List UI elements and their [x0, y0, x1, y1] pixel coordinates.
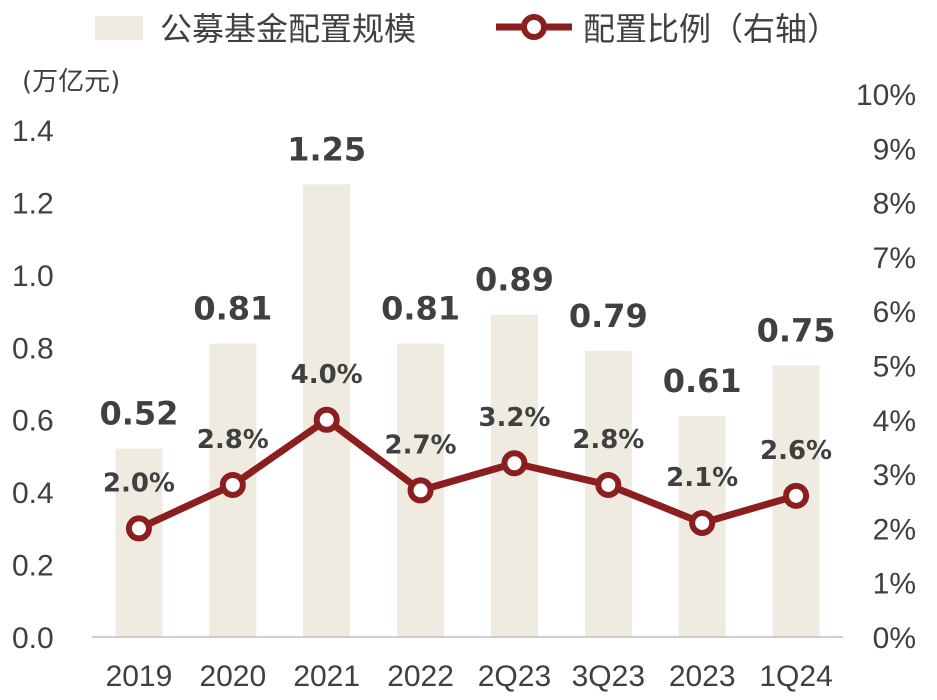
- right-axis-tick-label: 5%: [873, 351, 916, 384]
- right-axis-tick-label: 4%: [873, 405, 916, 438]
- right-axis-tick-label: 1%: [873, 568, 916, 601]
- bar: [115, 448, 163, 637]
- line-point: [407, 477, 434, 504]
- legend-bar-swatch: [95, 16, 143, 40]
- line-value-label: 2.0%: [103, 468, 175, 498]
- line-value-label: 2.6%: [760, 436, 832, 466]
- line-value-label: 3.2%: [478, 403, 550, 433]
- ratio-line: [137, 416, 798, 532]
- left-axis-tick-label: 0.0: [12, 622, 54, 655]
- line-point: [689, 509, 716, 536]
- line-point: [783, 482, 810, 509]
- bar-value-label: 0.89: [475, 261, 554, 299]
- left-axis-tick-label: 0.6: [12, 405, 54, 438]
- right-axis-tick-label: 8%: [873, 188, 916, 221]
- right-axis-ticks: 0% 1% 2% 3% 4% 5% 6% 7% 8% 9% 10%: [856, 79, 916, 655]
- right-axis-tick-label: 3%: [873, 459, 916, 492]
- left-axis-tick-label: 0.8: [12, 332, 54, 365]
- legend: 公募基金配置规模 配置比例（右轴）: [95, 10, 839, 48]
- right-axis-tick-label: 7%: [873, 242, 916, 275]
- bar-value-label: 0.52: [99, 395, 178, 433]
- line-value-label: 2.7%: [385, 430, 457, 460]
- x-axis-tick-label: 1Q24: [759, 660, 832, 693]
- bar-series: [115, 184, 820, 638]
- bar-value-label: 0.79: [569, 297, 648, 335]
- line-value-label: 2.1%: [666, 463, 738, 493]
- left-axis-tick-label: 1.2: [12, 187, 54, 220]
- x-axis-tick-label: 3Q23: [572, 660, 645, 693]
- x-axis-tick-label: 2019: [106, 660, 173, 693]
- left-axis-tick-label: 0.2: [12, 550, 54, 583]
- bar-value-label: 0.61: [663, 362, 742, 400]
- x-axis-tick-label: 2022: [387, 660, 454, 693]
- right-axis-tick-label: 0%: [873, 622, 916, 655]
- line-point: [313, 406, 340, 433]
- x-axis-ticks: 2019 2020 2021 2022 2Q23 3Q23 2023 1Q24: [106, 660, 833, 693]
- line-value-label: 4.0%: [291, 360, 363, 390]
- line-value-label: 2.8%: [197, 425, 269, 455]
- x-axis-tick-label: 2020: [199, 660, 266, 693]
- line-value-label: 2.8%: [572, 425, 644, 455]
- line-point: [501, 450, 528, 477]
- bar-value-label: 0.81: [193, 290, 272, 328]
- bar-value-label: 0.81: [381, 290, 460, 328]
- left-axis-tick-label: 1.4: [12, 115, 54, 148]
- left-axis-ticks: 0.0 0.2 0.4 0.6 0.8 1.0 1.2 1.4: [12, 115, 54, 655]
- right-axis-tick-label: 9%: [873, 133, 916, 166]
- legend-line-label: 配置比例（右轴）: [583, 10, 839, 48]
- right-axis-tick-label: 2%: [873, 513, 916, 546]
- left-axis-unit-label: (万亿元): [22, 67, 120, 97]
- right-axis-tick-label: 10%: [856, 79, 916, 112]
- bar-value-labels: 0.52 0.81 1.25 0.81 0.89 0.79 0.61 0.75: [99, 130, 835, 432]
- legend-bar-label: 公募基金配置规模: [160, 10, 416, 48]
- right-axis-tick-label: 6%: [873, 296, 916, 329]
- x-axis-tick-label: 2Q23: [478, 660, 551, 693]
- left-axis-tick-label: 0.4: [12, 477, 54, 510]
- line-value-labels: 2.0% 2.8% 4.0% 2.7% 3.2% 2.8% 2.1% 2.6%: [103, 360, 832, 499]
- x-axis-tick-label: 2021: [293, 660, 360, 693]
- left-axis-tick-label: 1.0: [12, 260, 54, 293]
- x-axis-tick-label: 2023: [669, 660, 736, 693]
- bar-value-label: 0.75: [757, 311, 836, 349]
- line-point: [219, 471, 246, 498]
- line-point: [125, 515, 152, 542]
- legend-line-marker: [521, 14, 547, 40]
- line-point: [595, 471, 622, 498]
- line-series: [125, 406, 810, 542]
- bar-value-label: 1.25: [287, 130, 366, 168]
